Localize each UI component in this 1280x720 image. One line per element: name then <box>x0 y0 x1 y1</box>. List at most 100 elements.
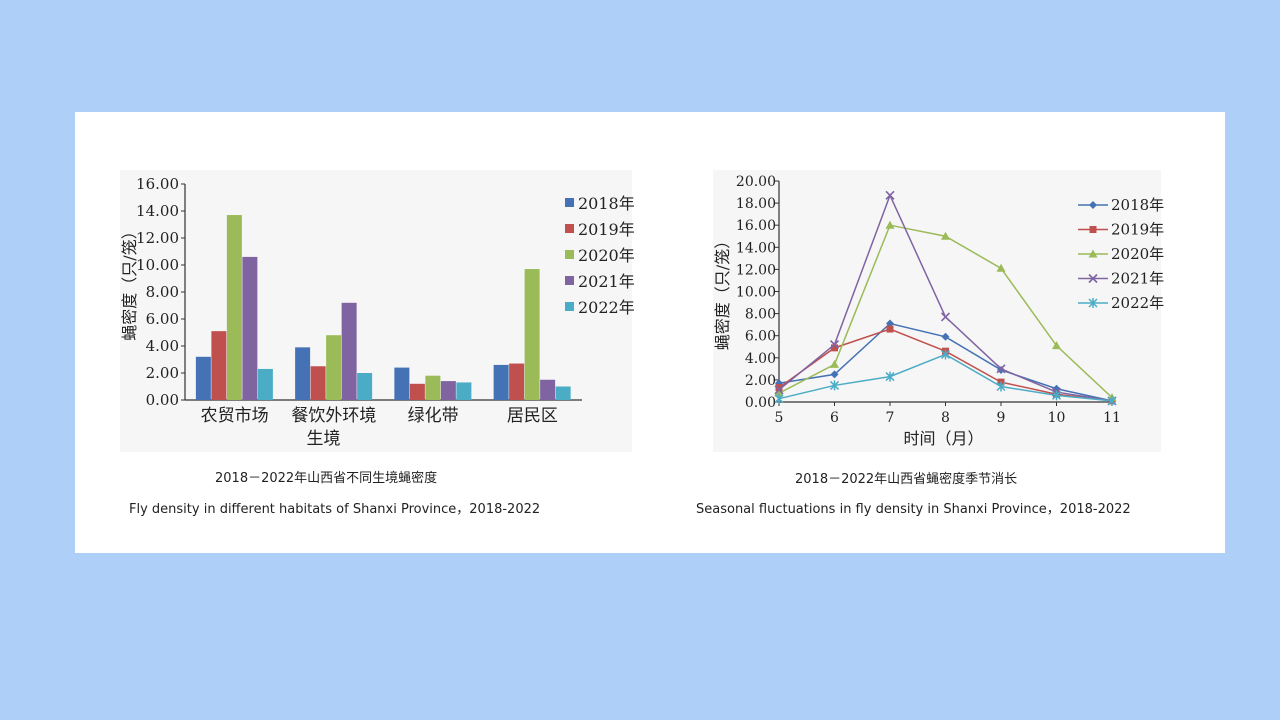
x-tick-label: 7 <box>886 410 895 426</box>
y-tick-label: 12.00 <box>736 262 776 278</box>
data-point <box>1051 390 1062 401</box>
y-tick-label: 8.00 <box>745 307 776 323</box>
legend-label: 2020年 <box>1111 245 1164 263</box>
data-point <box>1052 341 1061 350</box>
legend-swatch <box>565 198 574 207</box>
data-point <box>996 364 1006 374</box>
x-category-label: 餐饮外环境 <box>291 406 376 426</box>
legend-swatch <box>565 302 574 311</box>
bar <box>524 269 540 400</box>
legend-label: 2019年 <box>578 220 635 239</box>
data-point <box>886 319 894 328</box>
bar-chart-background <box>120 170 632 452</box>
bar <box>440 381 456 400</box>
line-chart-background <box>713 170 1161 452</box>
data-point <box>941 332 950 341</box>
legend-swatch <box>565 250 574 259</box>
left-caption-chinese: 2018－2022年山西省不同生境蝇密度 <box>215 471 438 486</box>
data-point <box>940 349 951 360</box>
y-tick-label: 2.00 <box>146 364 179 382</box>
legend-label: 2018年 <box>578 194 635 213</box>
y-tick-label: 10.00 <box>136 256 179 274</box>
data-point <box>774 393 784 404</box>
right-caption-english: Seasonal fluctuations in fly density in … <box>696 502 1131 517</box>
legend-label: 2022年 <box>578 298 635 317</box>
data-point <box>941 231 950 240</box>
y-tick-label: 0.00 <box>745 395 776 411</box>
y-axis-title: 蝇密度（只/笼） <box>120 223 139 340</box>
bar <box>456 382 472 400</box>
bar <box>242 256 258 400</box>
data-point <box>775 384 783 392</box>
x-tick-label: 9 <box>997 410 1006 426</box>
data-point <box>830 359 839 368</box>
series-line <box>778 224 1113 399</box>
legend-label: 2021年 <box>578 272 635 291</box>
figure-card: 0.00 2.00 4.00 6.00 8.00 10.00 12.00 14.00 16.00… <box>75 112 1225 553</box>
y-tick-label: 10.00 <box>736 285 776 301</box>
bar <box>295 347 311 400</box>
data-point <box>996 381 1006 392</box>
legend-swatch <box>565 224 574 233</box>
legend-label: 2019年 <box>1111 221 1164 239</box>
legend-label: 2022年 <box>1111 294 1164 312</box>
y-tick-label: 16.00 <box>136 175 179 193</box>
series-line <box>778 353 1113 402</box>
y-tick-label: 20.00 <box>736 174 776 190</box>
data-point <box>774 388 784 397</box>
bar <box>257 368 273 400</box>
legend-swatch <box>565 276 574 285</box>
bar-chart: 0.00 2.00 4.00 6.00 8.00 10.00 12.00 14.00 16.00… <box>120 175 635 449</box>
y-tick-label: 6.00 <box>146 310 179 328</box>
legend-marker <box>1088 298 1098 308</box>
x-tick-label: 6 <box>830 410 839 426</box>
bar <box>425 375 441 400</box>
bar <box>341 302 357 400</box>
data-point <box>940 312 951 322</box>
bar <box>195 356 211 400</box>
legend-marker <box>1088 273 1098 284</box>
y-tick-label: 2.00 <box>745 373 776 389</box>
line-chart: 0.00 2.00 4.00 6.00 8.00 10.00 12.00 14.00 16.00… <box>713 174 1164 448</box>
data-point <box>774 385 784 395</box>
y-axis-title: 蝇密度（只/笼） <box>713 233 732 350</box>
x-category-label: 绿化带 <box>408 406 459 426</box>
x-axis-title: 时间（月） <box>903 429 983 448</box>
x-tick-label: 11 <box>1103 410 1121 426</box>
legend-label: 2020年 <box>578 246 635 265</box>
data-point <box>829 339 840 350</box>
bar <box>357 373 373 400</box>
data-point <box>831 344 838 352</box>
data-point <box>885 220 895 229</box>
bar <box>226 215 242 400</box>
bar <box>310 366 326 400</box>
bar <box>394 367 410 400</box>
y-tick-label: 4.00 <box>146 337 179 355</box>
data-point <box>996 263 1006 272</box>
x-category-label: 农贸市场 <box>201 406 269 426</box>
legend-label: 2021年 <box>1111 270 1164 288</box>
bar <box>509 363 525 400</box>
y-tick-label: 14.00 <box>736 240 776 256</box>
bar <box>211 331 227 400</box>
data-point <box>886 325 894 333</box>
bar <box>409 383 425 400</box>
data-point <box>829 380 840 391</box>
bar <box>493 364 509 400</box>
bar <box>555 386 571 400</box>
x-tick-label: 10 <box>1048 410 1066 426</box>
data-point <box>1107 395 1117 406</box>
y-tick-label: 4.00 <box>745 351 776 367</box>
data-point <box>885 371 895 382</box>
left-caption-english: Fly density in different habitats of Sha… <box>129 502 541 517</box>
x-tick-label: 5 <box>775 410 784 426</box>
y-tick-label: 0.00 <box>146 391 179 409</box>
bar <box>540 379 556 400</box>
right-caption-chinese: 2018－2022年山西省蝇密度季节消长 <box>795 472 1018 487</box>
y-tick-label: 8.00 <box>146 283 179 301</box>
x-tick-label: 8 <box>941 410 950 426</box>
y-tick-label: 6.00 <box>745 329 776 345</box>
y-tick-label: 12.00 <box>136 229 179 247</box>
legend-marker <box>1088 249 1098 258</box>
legend-marker <box>1089 226 1097 233</box>
